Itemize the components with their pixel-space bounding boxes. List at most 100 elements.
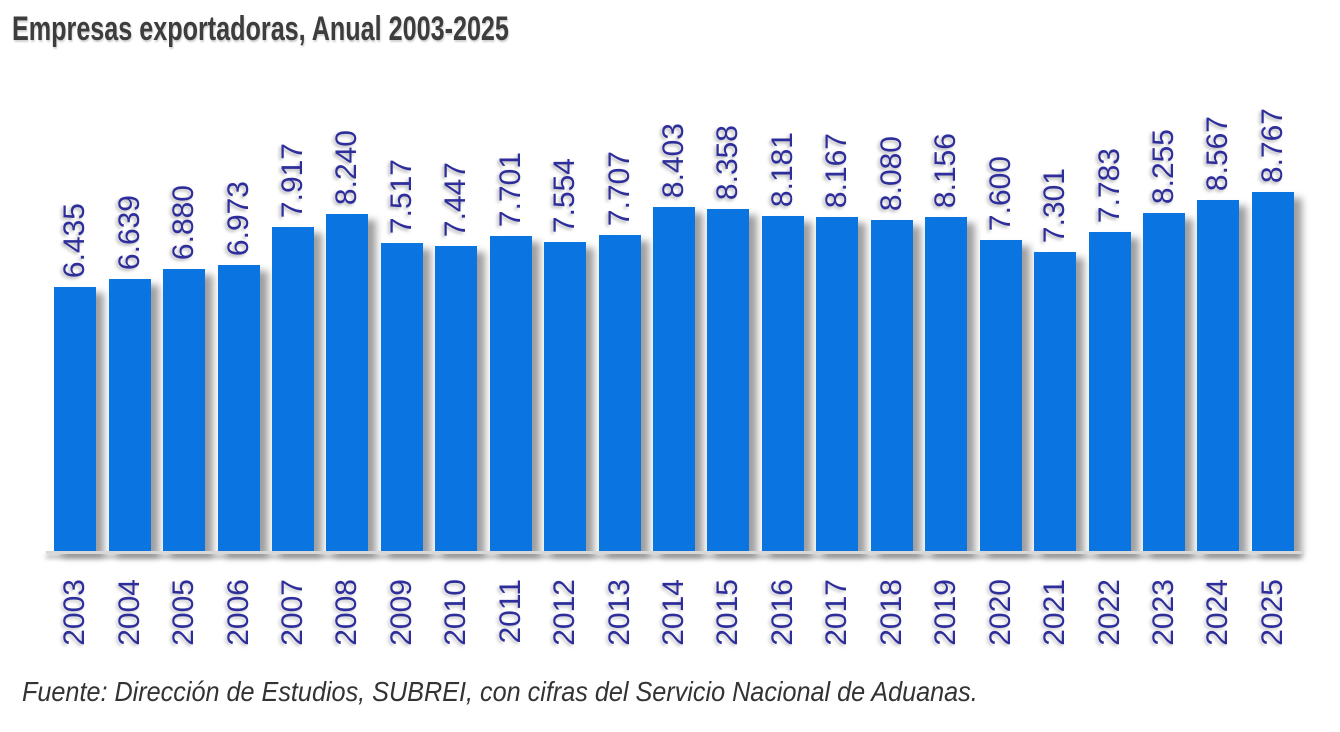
bar-value-label: 8.181 xyxy=(765,131,799,207)
bar xyxy=(1251,192,1294,551)
year-column: 2009 xyxy=(375,579,429,646)
bar xyxy=(653,207,696,551)
bar-column: 8.167 xyxy=(810,92,864,551)
year-label: 2016 xyxy=(765,579,799,646)
bar-column: 8.156 xyxy=(919,92,973,551)
year-label: 2020 xyxy=(983,579,1017,646)
chart-title: Empresas exportadoras, Anual 2003-2025 xyxy=(12,10,509,48)
bar xyxy=(489,236,532,551)
bar-column: 7.783 xyxy=(1082,92,1136,551)
bar-value-label: 8.156 xyxy=(929,132,963,208)
bar xyxy=(816,217,859,551)
bar xyxy=(544,242,587,551)
bar xyxy=(163,269,206,551)
bar-value-label: 7.707 xyxy=(602,150,636,226)
year-column: 2021 xyxy=(1028,579,1082,646)
year-column: 2018 xyxy=(865,579,919,646)
bar-column: 6.973 xyxy=(211,92,265,551)
year-label: 2013 xyxy=(602,579,636,646)
year-column: 2022 xyxy=(1082,579,1136,646)
bar-value-label: 7.917 xyxy=(275,142,309,218)
bar-column: 7.447 xyxy=(429,92,483,551)
year-column: 2005 xyxy=(157,579,211,646)
bar-column: 6.880 xyxy=(157,92,211,551)
bar-column: 7.301 xyxy=(1028,92,1082,551)
year-label: 2008 xyxy=(330,579,364,646)
bar-value-label: 6.435 xyxy=(58,202,92,278)
year-label: 2019 xyxy=(929,579,963,646)
bar-column: 6.435 xyxy=(48,92,102,551)
bar-column: 8.240 xyxy=(320,92,374,551)
bar-value-label: 7.554 xyxy=(548,157,582,233)
bar-column: 7.600 xyxy=(973,92,1027,551)
year-column: 2017 xyxy=(810,579,864,646)
year-label: 2009 xyxy=(384,579,418,646)
bar-value-label: 8.767 xyxy=(1255,107,1289,183)
plot-area: 6.435 6.639 6.880 6.973 7.917 8.240 7.51… xyxy=(48,92,1300,551)
bar xyxy=(870,220,913,551)
year-label: 2023 xyxy=(1146,579,1180,646)
year-column: 2010 xyxy=(429,579,483,646)
bar-column: 7.554 xyxy=(538,92,592,551)
year-label: 2005 xyxy=(167,579,201,646)
bar-column: 7.517 xyxy=(375,92,429,551)
bar-value-label: 6.973 xyxy=(221,180,255,256)
bar-value-label: 8.167 xyxy=(820,132,854,208)
year-label: 2006 xyxy=(221,579,255,646)
year-column: 2007 xyxy=(266,579,320,646)
bar-column: 7.701 xyxy=(484,92,538,551)
year-label: 2007 xyxy=(275,579,309,646)
bar xyxy=(1088,232,1131,551)
bar xyxy=(271,227,314,551)
year-column: 2003 xyxy=(48,579,102,646)
bar xyxy=(598,235,641,551)
year-column: 2023 xyxy=(1137,579,1191,646)
year-label: 2017 xyxy=(820,579,854,646)
source-note: Fuente: Dirección de Estudios, SUBREI, c… xyxy=(22,676,978,707)
bar xyxy=(761,216,804,551)
year-label: 2015 xyxy=(711,579,745,646)
year-label: 2014 xyxy=(657,579,691,646)
bar xyxy=(380,243,423,551)
year-label: 2022 xyxy=(1092,579,1126,646)
bar-value-label: 8.567 xyxy=(1201,115,1235,191)
bar-column: 8.181 xyxy=(756,92,810,551)
bar-value-label: 7.517 xyxy=(384,158,418,234)
bar-column: 8.567 xyxy=(1191,92,1245,551)
bar-value-label: 7.600 xyxy=(983,155,1017,231)
year-column: 2016 xyxy=(756,579,810,646)
year-label: 2024 xyxy=(1201,579,1235,646)
year-column: 2019 xyxy=(919,579,973,646)
bar xyxy=(108,279,151,551)
bar xyxy=(326,214,369,551)
bar-value-label: 7.701 xyxy=(493,151,527,227)
bar-column: 8.080 xyxy=(865,92,919,551)
year-column: 2014 xyxy=(647,579,701,646)
bar-value-label: 6.880 xyxy=(167,184,201,260)
bar-column: 7.707 xyxy=(592,92,646,551)
bar xyxy=(54,287,97,551)
x-axis-line xyxy=(46,551,1302,554)
bar-column: 8.358 xyxy=(701,92,755,551)
year-label: 2012 xyxy=(548,579,582,646)
bar-value-label: 8.358 xyxy=(711,124,745,200)
bar-value-label: 6.639 xyxy=(112,194,146,270)
bar-value-label: 8.080 xyxy=(874,135,908,211)
bar xyxy=(979,240,1022,551)
year-column: 2025 xyxy=(1246,579,1300,646)
bar-column: 8.767 xyxy=(1246,92,1300,551)
bar-value-label: 7.301 xyxy=(1038,167,1072,243)
bar xyxy=(1197,200,1240,551)
bar-value-label: 7.447 xyxy=(439,161,473,237)
bar xyxy=(1034,252,1077,551)
bar xyxy=(217,265,260,551)
year-column: 2011 xyxy=(484,579,538,644)
year-column: 2015 xyxy=(701,579,755,646)
year-column: 2024 xyxy=(1191,579,1245,646)
year-column: 2004 xyxy=(102,579,156,646)
year-label: 2011 xyxy=(493,579,527,644)
bar-column: 7.917 xyxy=(266,92,320,551)
x-axis-labels: 2003 2004 2005 2006 2007 2008 2009 2010 … xyxy=(48,579,1300,646)
bar-value-label: 8.403 xyxy=(657,122,691,198)
year-column: 2013 xyxy=(592,579,646,646)
